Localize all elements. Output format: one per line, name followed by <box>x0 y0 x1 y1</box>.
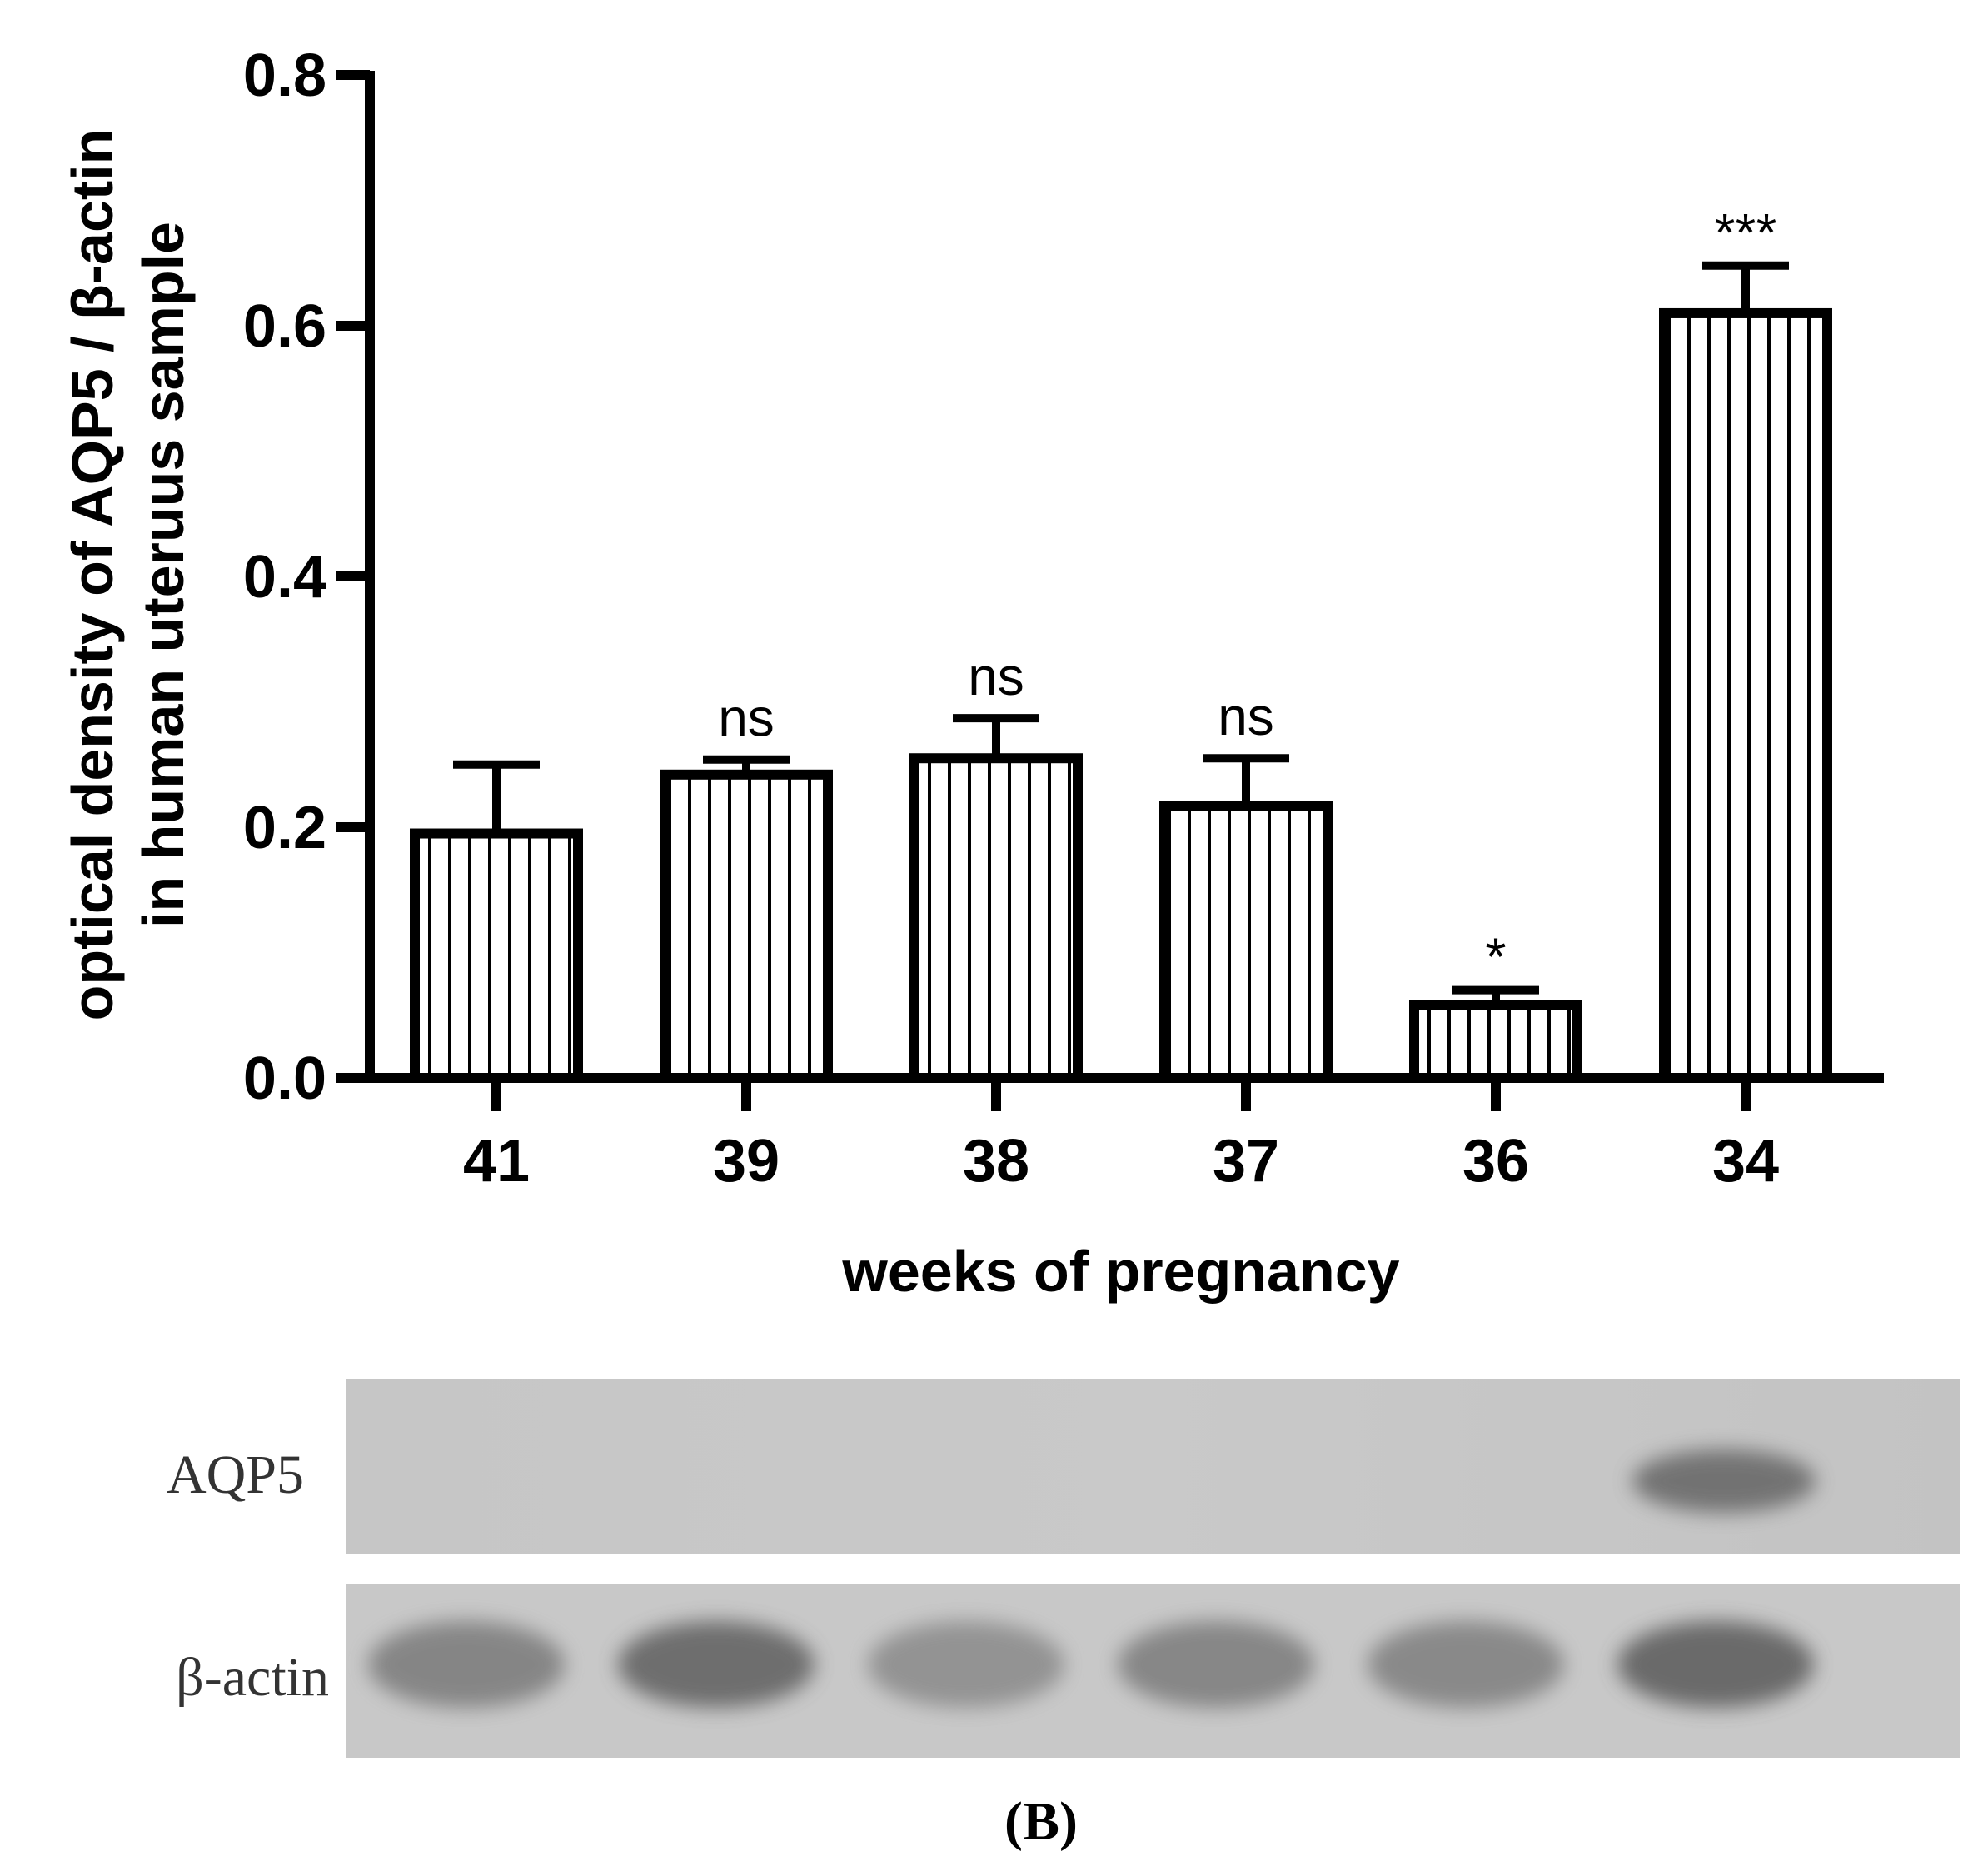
significance-label: ns <box>718 688 775 748</box>
bars-layer <box>410 307 1832 1084</box>
error-bar <box>1702 261 1789 313</box>
bar <box>410 828 583 1084</box>
error-bar <box>453 760 540 834</box>
blot-label-actin: β-actin <box>176 1647 329 1708</box>
bar <box>1159 801 1333 1083</box>
actin-band <box>368 1621 565 1708</box>
actin-bands <box>368 1621 1814 1708</box>
error-bar <box>953 714 1039 759</box>
western-blot: AQP5 β-actin (B) <box>167 1379 1960 1852</box>
bar <box>660 769 833 1083</box>
x-tick-label: 34 <box>1712 1128 1779 1195</box>
actin-band <box>868 1621 1064 1708</box>
blot-label-aqp5: AQP5 <box>167 1444 304 1505</box>
bar <box>1409 1000 1582 1083</box>
error-bars-layer <box>453 261 1789 1005</box>
aqp5-band <box>1632 1449 1816 1513</box>
x-tick-label: 36 <box>1462 1128 1529 1195</box>
error-bar <box>1452 985 1539 1005</box>
y-axis-title: optical density of AQP5 / β-actin in hum… <box>60 129 196 1021</box>
x-tick-label: 39 <box>713 1128 780 1195</box>
y-tick-label: 0.4 <box>243 544 326 611</box>
aqp5-bands <box>1632 1449 1816 1513</box>
y-tick-label: 0.8 <box>243 42 326 109</box>
x-tick-label: 38 <box>963 1128 1029 1195</box>
significance-label: *** <box>1715 202 1777 262</box>
y-axis-title-line-1: optical density of AQP5 / β-actin <box>60 129 125 1021</box>
actin-band <box>1118 1621 1314 1708</box>
error-bar <box>1203 754 1289 806</box>
actin-band <box>1617 1621 1814 1708</box>
actin-band <box>618 1621 815 1708</box>
y-ticks-layer: 0.0 0.2 0.4 0.6 0.8 <box>243 42 370 1112</box>
significance-label: ns <box>968 646 1024 706</box>
actin-band <box>1368 1621 1564 1708</box>
bar <box>909 753 1083 1083</box>
x-tick-label: 37 <box>1213 1128 1279 1195</box>
y-tick-label: 0.6 <box>243 293 326 360</box>
y-tick-label: 0.0 <box>243 1045 326 1112</box>
significance-label: ns <box>1218 686 1274 746</box>
y-tick-label: 0.2 <box>243 795 326 861</box>
error-bar <box>703 755 790 775</box>
panel-label: (B) <box>1004 1791 1078 1852</box>
significance-label: * <box>1486 927 1507 987</box>
x-tick-label: 41 <box>463 1128 530 1195</box>
x-ticks-layer: 41 39 38 37 36 34 <box>463 1078 1779 1195</box>
y-axis-title-line-2: in human uteruus sample <box>131 222 196 928</box>
x-axis-title: weeks of pregnancy <box>841 1239 1399 1304</box>
bar <box>1659 307 1832 1083</box>
